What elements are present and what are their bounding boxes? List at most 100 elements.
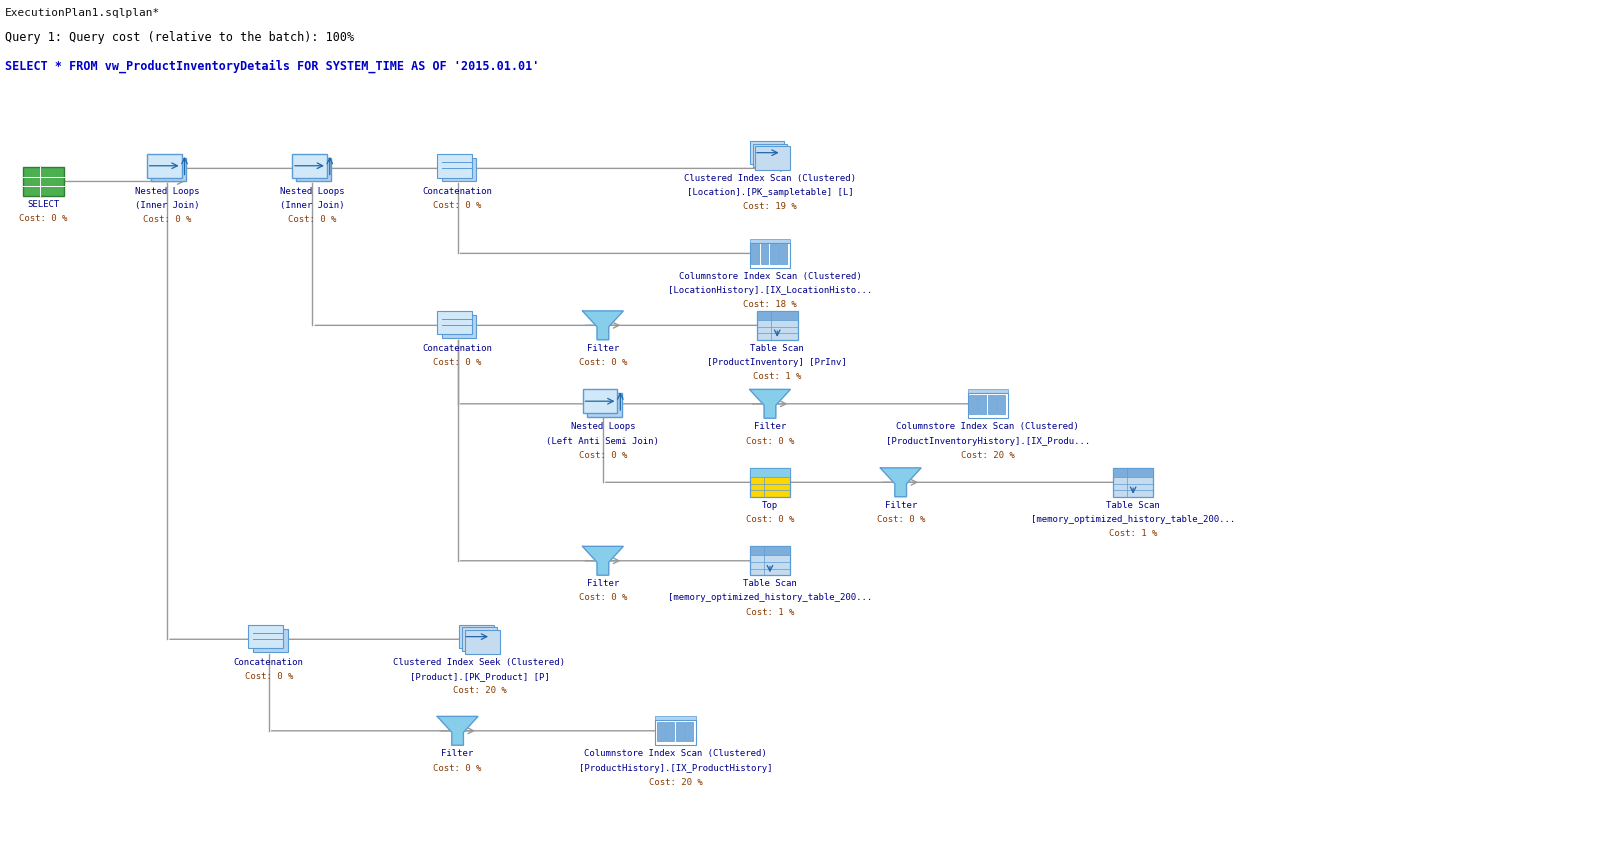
FancyBboxPatch shape xyxy=(780,244,788,264)
Text: Query 1: Query cost (relative to the batch): 100%: Query 1: Query cost (relative to the bat… xyxy=(5,31,353,45)
Text: Clustered Index Seek (Clustered): Clustered Index Seek (Clustered) xyxy=(393,658,566,667)
FancyBboxPatch shape xyxy=(462,627,497,651)
FancyBboxPatch shape xyxy=(749,141,785,164)
FancyBboxPatch shape xyxy=(770,244,778,264)
FancyBboxPatch shape xyxy=(751,244,759,264)
Text: [memory_optimized_history_table_200...: [memory_optimized_history_table_200... xyxy=(1031,515,1235,524)
Text: Cost: 20 %: Cost: 20 % xyxy=(452,686,507,695)
Text: (Inner Join): (Inner Join) xyxy=(134,201,200,210)
FancyBboxPatch shape xyxy=(438,154,471,178)
Polygon shape xyxy=(438,717,478,745)
Text: (Inner Join): (Inner Join) xyxy=(280,201,345,210)
FancyBboxPatch shape xyxy=(997,395,1005,414)
Text: Filter: Filter xyxy=(586,579,618,588)
FancyBboxPatch shape xyxy=(749,468,791,497)
Text: Columnstore Index Scan (Clustered): Columnstore Index Scan (Clustered) xyxy=(896,422,1079,431)
Text: Filter: Filter xyxy=(441,749,473,758)
FancyBboxPatch shape xyxy=(686,722,694,741)
Text: Cost: 0 %: Cost: 0 % xyxy=(578,358,626,367)
FancyBboxPatch shape xyxy=(465,630,500,653)
FancyBboxPatch shape xyxy=(152,158,185,182)
FancyBboxPatch shape xyxy=(666,722,674,741)
FancyBboxPatch shape xyxy=(24,167,64,196)
FancyBboxPatch shape xyxy=(655,721,695,745)
FancyBboxPatch shape xyxy=(583,390,617,413)
FancyBboxPatch shape xyxy=(754,243,786,248)
Text: Cost: 0 %: Cost: 0 % xyxy=(433,358,481,367)
Text: Cost: 0 %: Cost: 0 % xyxy=(433,201,481,210)
Text: Cost: 1 %: Cost: 1 % xyxy=(753,372,801,381)
Text: Cost: 0 %: Cost: 0 % xyxy=(877,515,925,524)
FancyBboxPatch shape xyxy=(252,629,288,653)
Polygon shape xyxy=(583,311,623,339)
Text: Clustered Index Scan (Clustered): Clustered Index Scan (Clustered) xyxy=(684,173,857,183)
FancyBboxPatch shape xyxy=(657,722,665,741)
FancyBboxPatch shape xyxy=(676,722,684,741)
FancyBboxPatch shape xyxy=(438,311,471,334)
FancyBboxPatch shape xyxy=(756,147,791,170)
Polygon shape xyxy=(583,546,623,575)
FancyBboxPatch shape xyxy=(761,244,769,264)
FancyBboxPatch shape xyxy=(292,154,328,178)
FancyBboxPatch shape xyxy=(967,393,1008,418)
Text: Cost: 1 %: Cost: 1 % xyxy=(746,608,794,617)
FancyBboxPatch shape xyxy=(459,625,494,648)
Text: [ProductHistory].[IX_ProductHistory]: [ProductHistory].[IX_ProductHistory] xyxy=(578,764,772,772)
Text: [Product].[PK_Product] [P]: [Product].[PK_Product] [P] xyxy=(409,672,550,681)
Text: Filter: Filter xyxy=(885,501,917,509)
FancyBboxPatch shape xyxy=(660,721,692,726)
Text: SELECT: SELECT xyxy=(27,200,59,209)
Text: Columnstore Index Scan (Clustered): Columnstore Index Scan (Clustered) xyxy=(679,272,861,280)
FancyBboxPatch shape xyxy=(749,468,791,477)
Text: Cost: 0 %: Cost: 0 % xyxy=(746,436,794,445)
Text: Cost: 0 %: Cost: 0 % xyxy=(578,451,626,460)
FancyBboxPatch shape xyxy=(1112,468,1154,497)
Text: [LocationHistory].[IX_LocationHisto...: [LocationHistory].[IX_LocationHisto... xyxy=(668,286,873,295)
Text: Table Scan: Table Scan xyxy=(743,579,797,588)
Text: Cost: 1 %: Cost: 1 % xyxy=(1109,530,1157,538)
Text: Cost: 0 %: Cost: 0 % xyxy=(578,594,626,603)
Text: Cost: 0 %: Cost: 0 % xyxy=(433,764,481,772)
Text: SELECT * FROM vw_ProductInventoryDetails FOR SYSTEM_TIME AS OF '2015.01.01': SELECT * FROM vw_ProductInventoryDetails… xyxy=(5,60,539,73)
Text: Concatenation: Concatenation xyxy=(423,344,492,353)
FancyBboxPatch shape xyxy=(586,393,622,417)
Text: Cost: 18 %: Cost: 18 % xyxy=(743,301,797,310)
FancyBboxPatch shape xyxy=(967,390,1008,395)
Text: (Left Anti Semi Join): (Left Anti Semi Join) xyxy=(547,436,660,445)
Text: Nested Loops: Nested Loops xyxy=(570,422,634,431)
Text: [memory_optimized_history_table_200...: [memory_optimized_history_table_200... xyxy=(668,594,873,603)
Text: Nested Loops: Nested Loops xyxy=(280,187,345,195)
FancyBboxPatch shape xyxy=(147,154,182,178)
FancyBboxPatch shape xyxy=(441,315,476,338)
FancyBboxPatch shape xyxy=(296,158,331,182)
Text: Cost: 0 %: Cost: 0 % xyxy=(746,515,794,524)
Text: Cost: 0 %: Cost: 0 % xyxy=(244,672,292,681)
FancyBboxPatch shape xyxy=(757,311,797,339)
Text: Columnstore Index Scan (Clustered): Columnstore Index Scan (Clustered) xyxy=(585,749,767,758)
Text: Concatenation: Concatenation xyxy=(233,658,304,667)
Text: Cost: 20 %: Cost: 20 % xyxy=(649,778,703,787)
FancyBboxPatch shape xyxy=(968,395,976,414)
FancyBboxPatch shape xyxy=(248,625,283,648)
Text: Concatenation: Concatenation xyxy=(423,187,492,195)
Text: Filter: Filter xyxy=(754,422,786,431)
Text: Cost: 0 %: Cost: 0 % xyxy=(288,216,337,225)
FancyBboxPatch shape xyxy=(988,395,996,414)
FancyBboxPatch shape xyxy=(655,717,695,722)
Text: Cost: 20 %: Cost: 20 % xyxy=(960,451,1015,460)
FancyBboxPatch shape xyxy=(749,239,791,244)
FancyBboxPatch shape xyxy=(978,395,986,414)
Polygon shape xyxy=(880,468,920,497)
Text: Cost: 0 %: Cost: 0 % xyxy=(19,214,67,223)
FancyBboxPatch shape xyxy=(753,143,788,167)
FancyBboxPatch shape xyxy=(749,546,791,555)
Text: [ProductInventoryHistory].[IX_Produ...: [ProductInventoryHistory].[IX_Produ... xyxy=(885,436,1090,445)
Polygon shape xyxy=(749,390,791,418)
Text: [Location].[PK_sampletable] [L]: [Location].[PK_sampletable] [L] xyxy=(687,188,853,197)
FancyBboxPatch shape xyxy=(441,158,476,182)
Text: Filter: Filter xyxy=(586,344,618,353)
Text: [ProductInventory] [PrInv]: [ProductInventory] [PrInv] xyxy=(708,358,847,367)
FancyBboxPatch shape xyxy=(1112,468,1154,477)
Text: Cost: 0 %: Cost: 0 % xyxy=(142,216,192,225)
Text: ExecutionPlan1.sqlplan*: ExecutionPlan1.sqlplan* xyxy=(5,8,160,18)
